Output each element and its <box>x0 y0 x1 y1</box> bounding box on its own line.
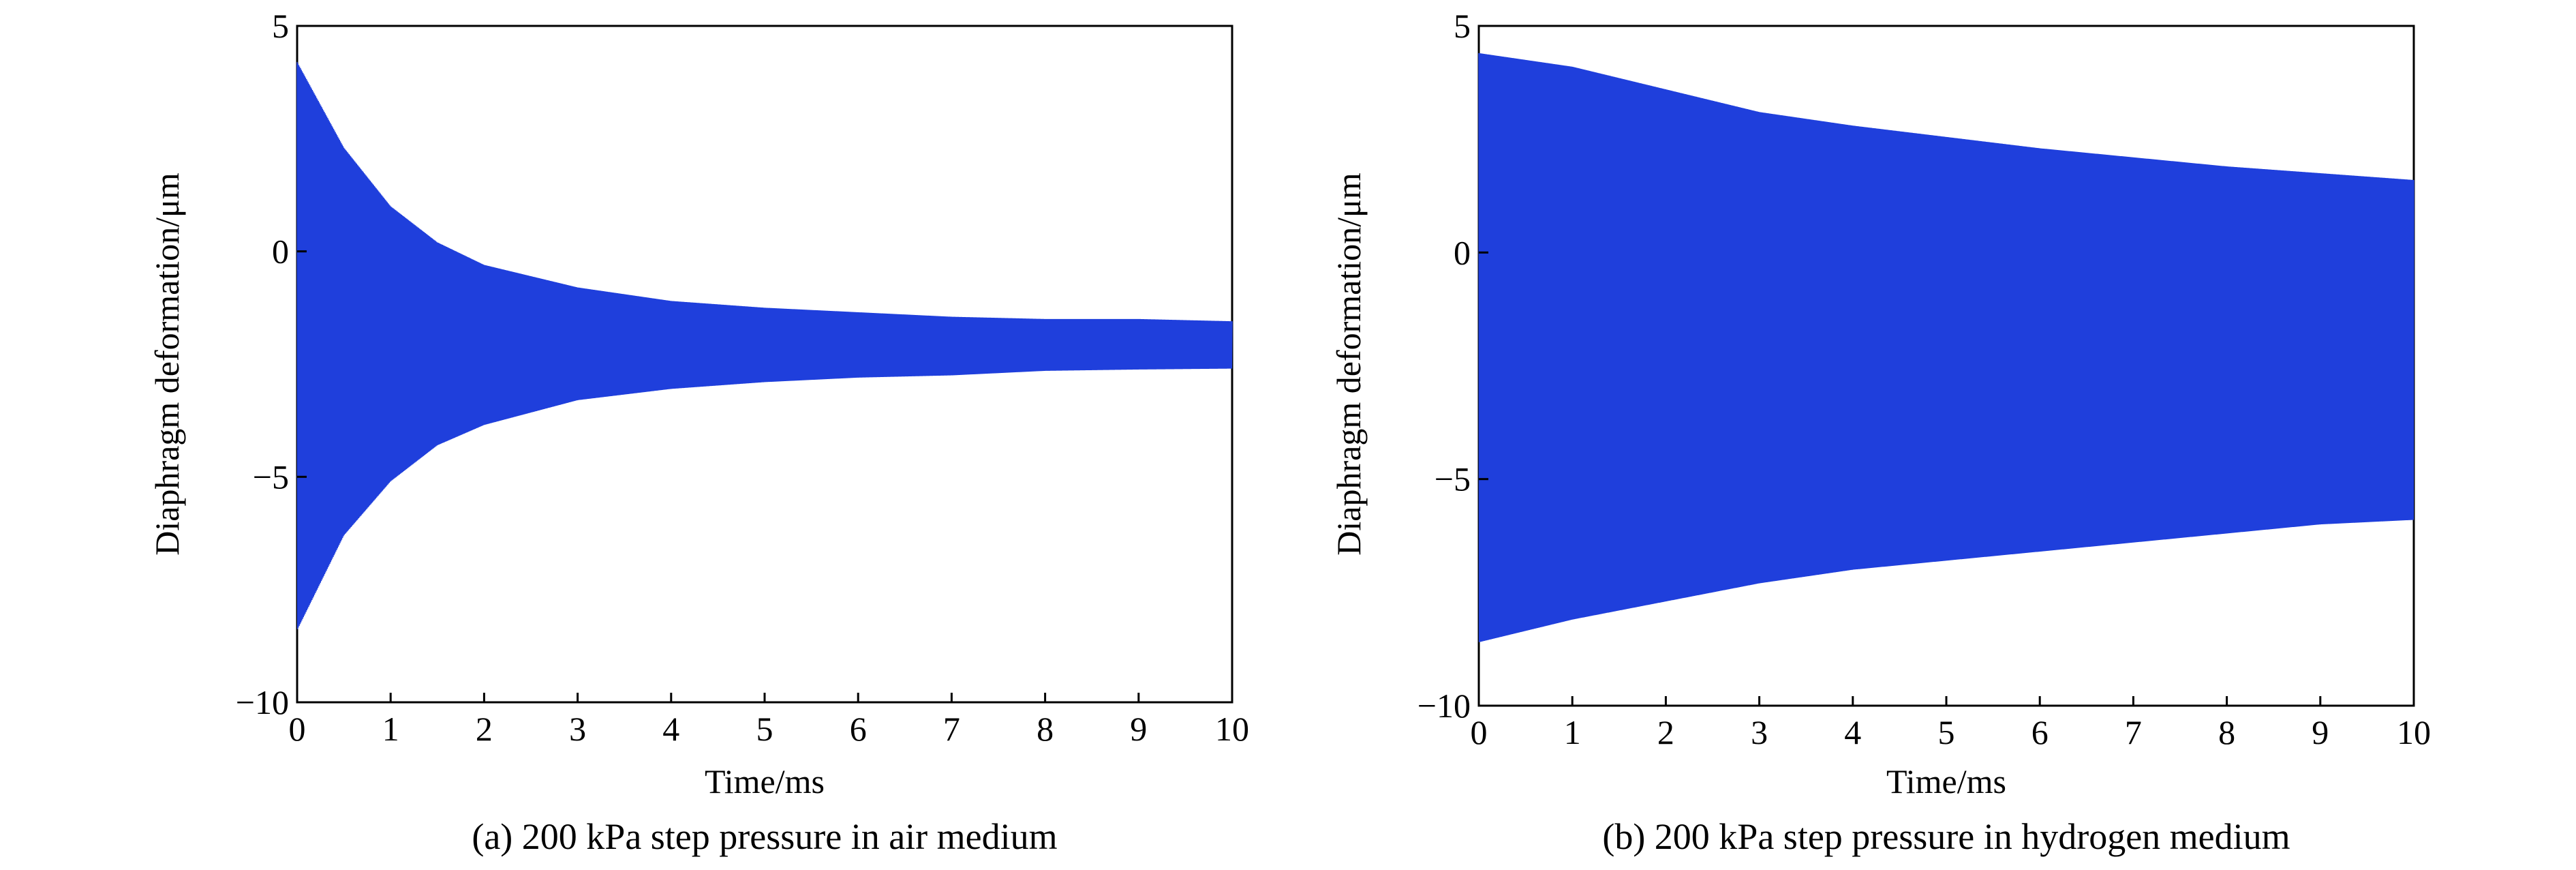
x-tick-label: 1 <box>1564 713 1581 751</box>
x-tick-label: 1 <box>382 710 399 748</box>
x-tick-label: 7 <box>2125 713 2142 751</box>
x-tick-label: 8 <box>2218 713 2235 751</box>
panel-caption: (b) 200 kPa step pressure in hydrogen me… <box>1602 816 2290 857</box>
x-axis-ticks: 0 1 2 3 4 5 6 7 8 9 10 <box>289 693 1249 748</box>
x-axis-label: Time/ms <box>1886 762 2006 800</box>
panel-caption: (a) 200 kPa step pressure in air medium <box>472 816 1057 857</box>
x-tick-label: 8 <box>1037 710 1054 748</box>
x-tick-label: 5 <box>1938 713 1955 751</box>
x-tick-label: 4 <box>662 710 679 748</box>
x-tick-label: 5 <box>756 710 773 748</box>
y-axis-label: Diaphragm deformation/μm <box>1330 172 1368 555</box>
y-axis-label: Diaphragm deformation/μm <box>148 172 186 555</box>
y-tick-label: 0 <box>272 232 289 271</box>
x-tick-label: 9 <box>1130 710 1147 748</box>
x-tick-label: 6 <box>850 710 867 748</box>
y-tick-label: −10 <box>236 683 289 721</box>
panel-b: 0 1 2 3 4 5 6 7 8 9 10 5 0 −5 −10 Time/ms Diaphragm d… <box>1330 7 2431 857</box>
x-axis-ticks: 0 1 2 3 4 5 6 7 8 9 10 <box>1471 696 2431 751</box>
x-tick-label: 2 <box>1657 713 1674 751</box>
x-tick-label: 9 <box>2312 713 2329 751</box>
x-tick-label: 10 <box>1215 710 1249 748</box>
y-tick-label: 0 <box>1454 233 1471 271</box>
x-tick-label: 7 <box>943 710 960 748</box>
x-tick-label: 2 <box>476 710 493 748</box>
x-tick-label: 0 <box>1471 713 1488 751</box>
series-line <box>296 61 1233 629</box>
x-tick-label: 3 <box>1751 713 1768 751</box>
y-axis-ticks: 5 0 −5 −10 <box>236 7 307 721</box>
x-axis-label: Time/ms <box>705 762 825 800</box>
y-tick-label: 5 <box>272 7 289 45</box>
x-tick-label: 4 <box>1844 713 1861 751</box>
x-tick-label: 6 <box>2031 713 2049 751</box>
x-tick-label: 0 <box>289 710 306 748</box>
oscillation-series-air <box>296 61 1233 629</box>
y-tick-label: 5 <box>1454 7 1471 45</box>
y-axis-ticks: 5 0 −5 −10 <box>1417 7 1488 725</box>
oscillation-series-hydrogen <box>1478 52 2414 642</box>
series-line <box>1478 52 2414 642</box>
y-tick-label: −5 <box>253 457 289 496</box>
y-tick-label: −10 <box>1417 687 1471 725</box>
x-tick-label: 10 <box>2397 713 2431 751</box>
y-tick-label: −5 <box>1435 460 1471 498</box>
x-tick-label: 3 <box>569 710 586 748</box>
panel-a: 0 1 2 3 4 5 6 7 8 9 10 5 0 −5 −10 Time/ms Diaphragm d… <box>148 7 1249 857</box>
